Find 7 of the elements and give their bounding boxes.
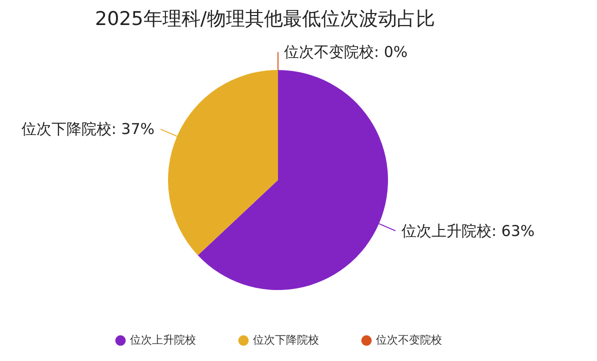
data-label: 位次下降院校: 37% bbox=[21, 120, 155, 138]
legend-label: 位次下降院校 bbox=[253, 334, 319, 347]
chart-title: 2025年理科/物理其他最低位次波动占比 bbox=[95, 8, 435, 30]
text: 位次不变院校: 0% bbox=[284, 43, 408, 61]
legend-label: 位次不变院校 bbox=[376, 334, 442, 347]
legend-label: 位次上升院校 bbox=[130, 334, 196, 347]
data-label: 位次上升院校: 63% bbox=[401, 222, 535, 240]
